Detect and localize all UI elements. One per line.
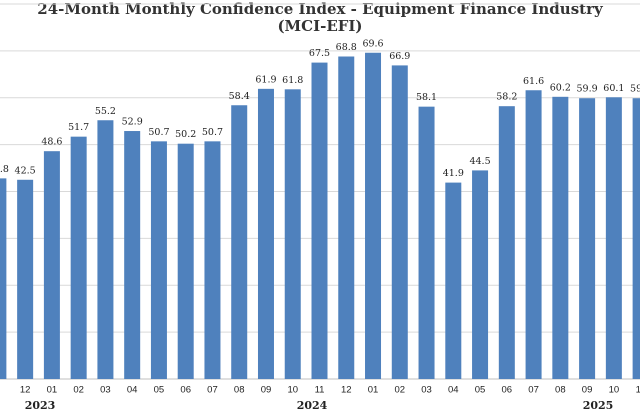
bar [0, 178, 7, 379]
value-label: 66.9 [389, 51, 410, 62]
bar [525, 90, 542, 379]
x-tick-label: 12 [20, 385, 31, 396]
value-label: 44.5 [469, 156, 490, 167]
value-label: 50.2 [175, 129, 196, 140]
x-tick-label: 09 [582, 385, 593, 396]
value-label: 69.6 [362, 38, 383, 49]
x-tick-label: 05 [475, 385, 486, 396]
bar [97, 120, 114, 379]
bar [391, 65, 408, 379]
bar [472, 170, 489, 379]
value-label: 41.9 [443, 168, 464, 179]
bar [632, 98, 640, 379]
x-tick-label: 12 [341, 385, 352, 396]
bar [150, 141, 167, 379]
x-tick-label: 08 [555, 385, 566, 396]
bar [579, 98, 596, 379]
chart-subtitle: (MCI-EFI) [277, 17, 362, 35]
x-tick-label: 02 [73, 385, 84, 396]
x-tick-label: 09 [261, 385, 272, 396]
x-tick-label: 07 [207, 385, 218, 396]
bar [204, 141, 221, 379]
bar [257, 88, 274, 379]
value-label: 58.4 [229, 91, 250, 102]
year-label: 2024 [297, 399, 328, 412]
value-label: 68.8 [336, 42, 357, 53]
x-tick-label: 03 [100, 385, 111, 396]
bar [552, 96, 569, 379]
value-label: 59.9 [630, 84, 640, 95]
x-tick-label: 05 [154, 385, 165, 396]
x-tick-label: 01 [47, 385, 58, 396]
bar [365, 52, 382, 379]
value-label: 48.6 [41, 137, 62, 148]
x-tick-label: 02 [394, 385, 405, 396]
bar [17, 179, 34, 379]
x-tick-label: 03 [421, 385, 432, 396]
value-label: 50.7 [148, 127, 169, 138]
x-tick-label: 08 [234, 385, 245, 396]
x-tick-label: 06 [502, 385, 513, 396]
x-tick-label: 07 [528, 385, 539, 396]
bar [124, 131, 141, 379]
bar [418, 106, 435, 379]
bar [445, 182, 462, 379]
value-label: 61.6 [523, 76, 544, 87]
bar [284, 89, 301, 379]
bar [177, 143, 194, 379]
value-label: 42.5 [15, 165, 36, 176]
value-label: 60.2 [550, 82, 571, 93]
x-tick-label: 06 [180, 385, 191, 396]
value-label: 59.9 [577, 84, 598, 95]
bar [70, 136, 87, 379]
value-label: 50.7 [202, 127, 223, 138]
value-label: 52.9 [122, 117, 143, 128]
bar [605, 97, 622, 379]
year-label: 2025 [583, 399, 614, 412]
x-tick-label: 10 [609, 385, 620, 396]
x-tick-label: 10 [287, 385, 298, 396]
bar [498, 106, 515, 379]
bar [43, 151, 60, 379]
value-label: 61.8 [282, 75, 303, 86]
x-tick-label: 01 [368, 385, 379, 396]
value-label: 60.1 [603, 83, 624, 94]
x-tick-label: 11 [315, 385, 325, 396]
value-label: 58.1 [416, 92, 437, 103]
year-label: 2023 [25, 399, 56, 412]
value-label: 51.7 [68, 122, 89, 133]
x-tick-label: 11 [636, 385, 640, 396]
bar [338, 56, 355, 379]
x-tick-label: 04 [127, 385, 138, 396]
value-label: 42.8 [0, 164, 9, 175]
value-label: 67.5 [309, 48, 330, 59]
value-label: 61.9 [255, 74, 276, 85]
chart-title: 24-Month Monthly Confidence Index - Equi… [37, 0, 604, 18]
x-tick-label: 04 [448, 385, 459, 396]
value-label: 55.2 [95, 106, 116, 117]
bar [311, 62, 328, 379]
value-label: 58.2 [496, 92, 517, 103]
bar [231, 105, 248, 379]
